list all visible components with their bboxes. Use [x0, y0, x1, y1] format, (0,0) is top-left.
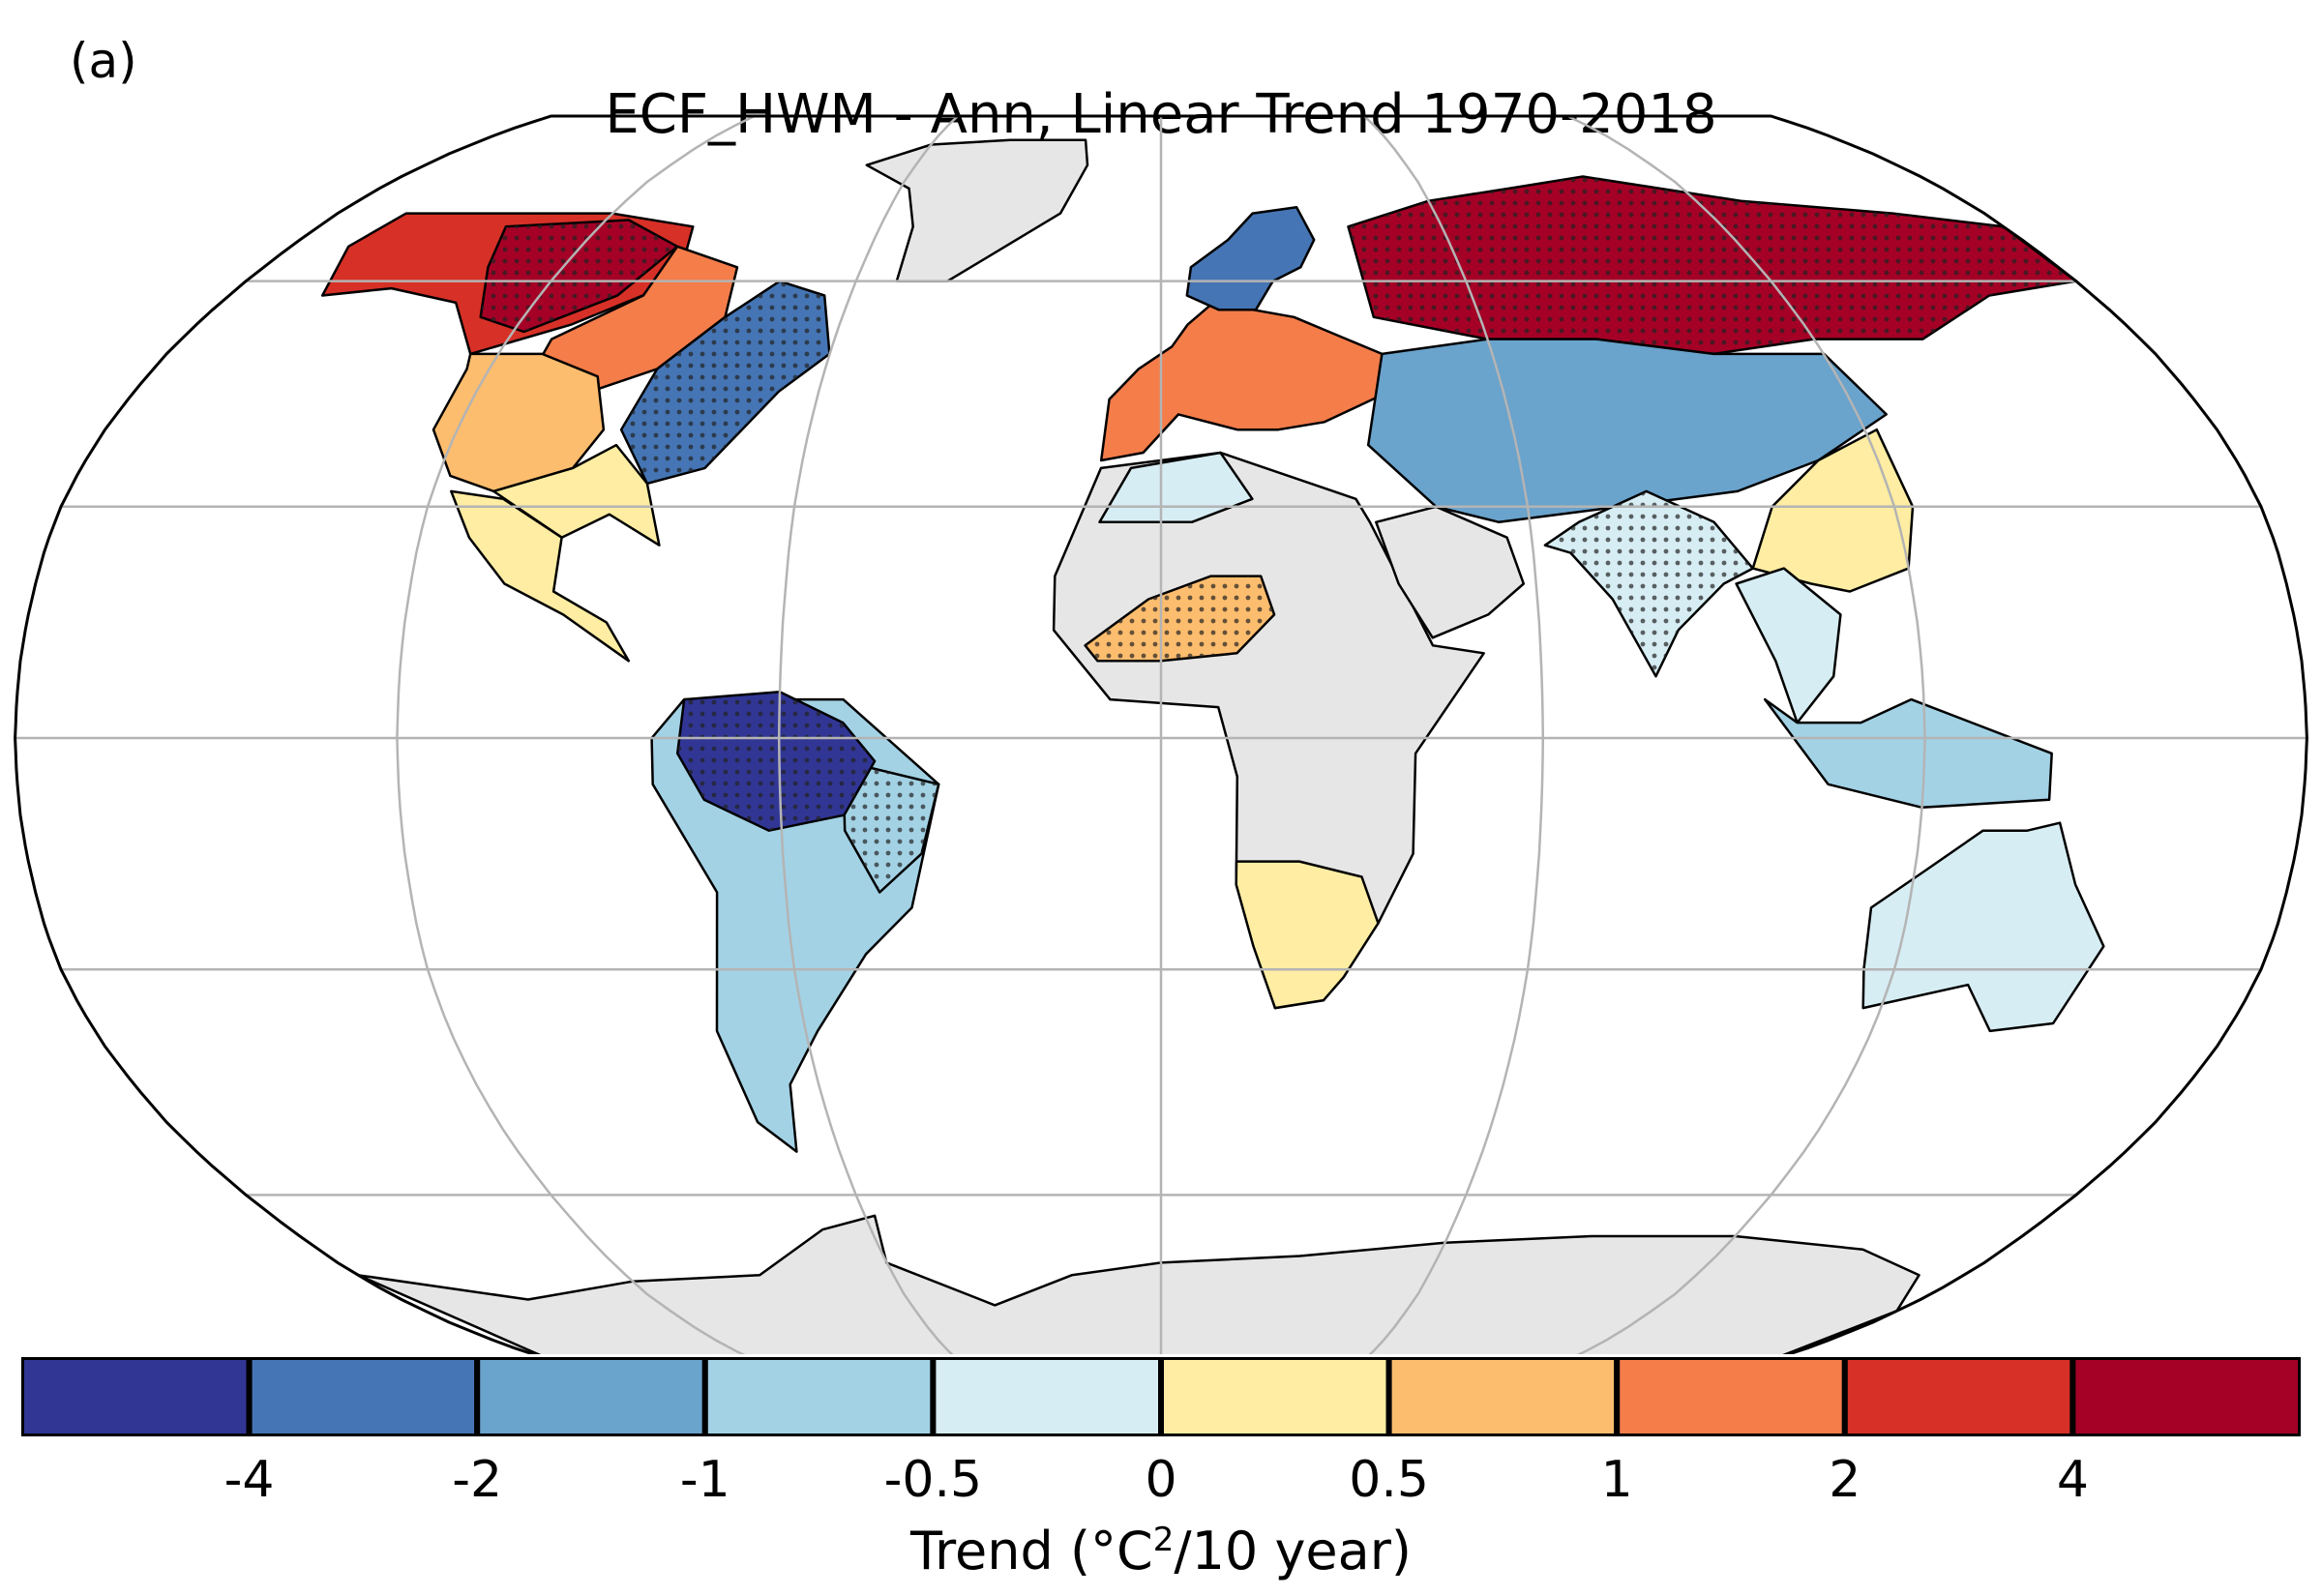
- region-mexico: [450, 489, 631, 663]
- colorbar-bin: [1158, 1354, 1392, 1439]
- longitude-gridline: [1566, 116, 1926, 1354]
- stipple-sahel: [1085, 576, 1275, 662]
- stipple-eastern-us-canada: [621, 281, 830, 484]
- stipple-india: [1544, 490, 1753, 677]
- colorbar-tick-label: 0.5: [1349, 1451, 1429, 1509]
- stipple-ne-brazil: [843, 760, 939, 893]
- colorbar-tick-label: 4: [2056, 1451, 2089, 1509]
- colorbar-tick-label: 2: [1829, 1451, 1861, 1509]
- colorbar-tick-label: -4: [223, 1451, 275, 1509]
- region-north-africa-strip: [1098, 451, 1254, 524]
- stipple-amazon: [677, 692, 876, 831]
- colorbar-tick-label: 1: [1600, 1451, 1633, 1509]
- globe-outline: [14, 114, 2308, 1354]
- region-arabia: [1375, 505, 1526, 639]
- region-australia: [1861, 821, 2105, 1033]
- colorbar-bin: [1841, 1354, 2076, 1439]
- colorbar-label: Trend (°C2/10 year): [909, 1521, 1412, 1581]
- colorbar-bin: [246, 1354, 481, 1439]
- region-indonesia: [1763, 697, 2053, 810]
- panel-label: (a): [70, 33, 137, 89]
- colorbar: [18, 1354, 2304, 1439]
- colorbar-bin: [701, 1354, 937, 1439]
- colorbar-tick-label: -1: [679, 1451, 730, 1509]
- colorbar-tick-label: 0: [1145, 1451, 1177, 1509]
- colorbar-bin: [1614, 1354, 1848, 1439]
- colorbar-bin: [930, 1354, 1165, 1439]
- stipple-western-canada-core: [480, 220, 678, 332]
- colorbar-tick-label: -2: [452, 1451, 503, 1509]
- region-southern-africa: [1235, 860, 1380, 1010]
- longitude-gridline: [396, 116, 756, 1354]
- region-southern-us: [491, 443, 661, 547]
- trend-regions: [320, 138, 2105, 1354]
- region-greenland: [865, 138, 1089, 282]
- colorbar-bin: [474, 1354, 708, 1439]
- longitude-gridline: [1363, 116, 1545, 1354]
- region-scandinavia: [1185, 205, 1316, 311]
- world-map: [14, 114, 2308, 1354]
- colorbar-bin: [1385, 1354, 1621, 1439]
- longitude-gridline: [777, 116, 959, 1354]
- colorbar-bin: [18, 1354, 253, 1439]
- region-se-asia: [1735, 567, 1842, 724]
- stipple-siberia: [1348, 176, 2076, 354]
- colorbar-bin: [2069, 1354, 2304, 1439]
- region-western-us: [432, 352, 606, 493]
- region-western-europe: [1099, 301, 1391, 462]
- graticule: [15, 116, 2307, 1354]
- colorbar-tick-label: -0.5: [883, 1451, 983, 1509]
- region-antarctica: [357, 1214, 1920, 1354]
